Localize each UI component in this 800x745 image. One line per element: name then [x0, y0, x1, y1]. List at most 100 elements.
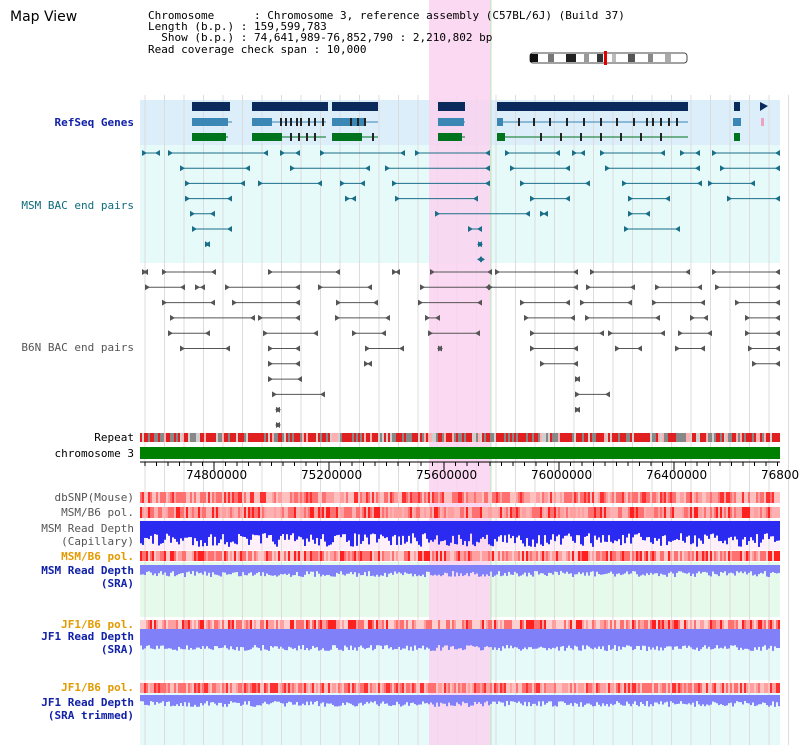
read-depth-bar	[150, 695, 152, 702]
repeat-segment	[624, 433, 626, 442]
repeat-segment	[462, 433, 464, 442]
read-depth-bar	[646, 565, 648, 574]
polymorphism-density-bar	[612, 492, 614, 503]
polymorphism-density-bar	[194, 507, 196, 518]
track-label-msm-bac[interactable]: MSM BAC end pairs	[21, 199, 134, 212]
polymorphism-density-bar	[568, 507, 570, 518]
polymorphism-density-bar	[388, 620, 390, 630]
polymorphism-density-bar	[388, 507, 390, 518]
read-depth-bar	[542, 521, 544, 547]
read-depth-bar	[448, 695, 450, 703]
polymorphism-density-bar	[532, 492, 534, 503]
polymorphism-density-bar	[434, 620, 436, 630]
polymorphism-density-bar	[218, 620, 220, 630]
ideogram-band	[612, 54, 616, 62]
repeat-segment	[178, 433, 180, 442]
read-depth-bar	[306, 565, 308, 572]
polymorphism-density-bar	[474, 620, 476, 630]
read-depth-bar	[364, 565, 366, 573]
ideogram-band	[584, 54, 589, 62]
polymorphism-density-bar	[604, 507, 606, 518]
read-depth-bar	[194, 565, 196, 576]
read-depth-bar	[594, 565, 596, 577]
polymorphism-density-bar	[696, 551, 698, 561]
bac-end-marker	[775, 150, 780, 156]
polymorphism-density-bar	[370, 620, 372, 630]
polymorphism-density-bar	[492, 492, 494, 503]
polymorphism-density-bar	[172, 551, 174, 561]
read-depth-bar	[196, 629, 198, 648]
polymorphism-density-bar	[294, 492, 296, 503]
read-depth-bar	[772, 629, 774, 651]
read-depth-bar	[654, 695, 656, 703]
read-depth-bar	[504, 695, 506, 707]
polymorphism-density-bar	[248, 620, 250, 630]
read-depth-bar	[322, 629, 324, 649]
read-depth-bar	[480, 629, 482, 651]
polymorphism-density-bar	[634, 551, 636, 561]
polymorphism-density-bar	[554, 551, 556, 561]
polymorphism-density-bar	[394, 492, 396, 503]
read-depth-bar	[162, 695, 164, 702]
repeat-segment	[576, 433, 578, 442]
polymorphism-density-bar	[778, 551, 780, 561]
track-label-refseq-genes[interactable]: RefSeq Genes	[54, 116, 134, 129]
repeat-segment	[528, 433, 530, 442]
read-depth-bar	[256, 629, 258, 648]
polymorphism-density-bar	[176, 507, 178, 518]
polymorphism-density-bar	[662, 683, 664, 693]
polymorphism-density-bar	[488, 507, 490, 518]
repeat-segment	[408, 433, 410, 442]
polymorphism-density-bar	[696, 620, 698, 630]
polymorphism-density-bar	[516, 507, 518, 518]
polymorphism-density-bar	[222, 551, 224, 561]
polymorphism-density-bar	[438, 683, 440, 693]
read-depth-bar	[742, 565, 744, 574]
polymorphism-density-bar	[722, 683, 724, 693]
polymorphism-density-bar	[242, 492, 244, 503]
read-depth-bar	[678, 521, 680, 541]
polymorphism-density-bar	[438, 492, 440, 503]
polymorphism-density-bar	[494, 507, 496, 518]
bac-end-marker	[505, 150, 510, 156]
polymorphism-density-bar	[272, 507, 274, 518]
read-depth-bar	[656, 521, 658, 541]
polymorphism-density-bar	[436, 551, 438, 561]
repeat-segment	[186, 433, 188, 442]
track-label-repeat: Repeat	[94, 431, 134, 444]
read-depth-bar	[736, 565, 738, 572]
read-depth-bar	[276, 565, 278, 577]
read-depth-bar	[384, 565, 386, 573]
polymorphism-density-bar	[676, 683, 678, 693]
bac-end-marker	[180, 284, 185, 291]
read-depth-bar	[318, 695, 320, 707]
polymorphism-density-bar	[382, 551, 384, 561]
track-label-b6n-bac[interactable]: B6N BAC end pairs	[21, 341, 134, 354]
polymorphism-density-bar	[732, 507, 734, 518]
read-depth-bar	[698, 629, 700, 651]
polymorphism-density-bar	[318, 620, 320, 630]
polymorphism-density-bar	[692, 551, 694, 561]
read-depth-bar	[426, 521, 428, 539]
read-depth-bar	[702, 695, 704, 705]
polymorphism-density-bar	[388, 492, 390, 503]
polymorphism-density-bar	[756, 620, 758, 630]
read-depth-bar	[140, 521, 142, 544]
polymorphism-density-bar	[482, 683, 484, 693]
polymorphism-density-bar	[190, 551, 192, 561]
polymorphism-density-bar	[264, 507, 266, 518]
repeat-segment	[172, 433, 174, 442]
read-depth-bar	[188, 565, 190, 572]
polymorphism-density-bar	[566, 683, 568, 693]
polymorphism-density-bar	[256, 620, 258, 630]
polymorphism-density-bar	[414, 507, 416, 518]
read-depth-bar	[328, 629, 330, 651]
bac-end-marker	[345, 195, 350, 202]
polymorphism-density-bar	[686, 492, 688, 503]
read-depth-bar	[418, 629, 420, 649]
polymorphism-density-bar	[604, 620, 606, 630]
polymorphism-density-bar	[558, 551, 560, 561]
polymorphism-density-bar	[394, 551, 396, 561]
